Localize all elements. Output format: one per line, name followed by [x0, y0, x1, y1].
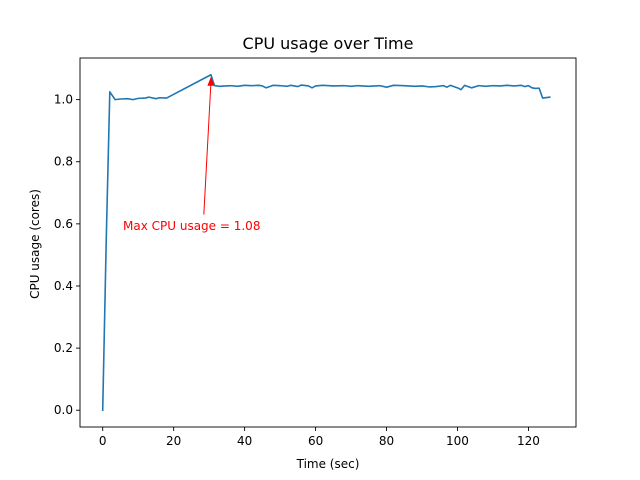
plot-area: 0 20 40 60 80 100 120 0.0 0.2 0.4 0.6 0.8 1.0: [54, 57, 577, 448]
y-tick-label: 0.4: [54, 279, 73, 293]
chart-title: CPU usage over Time: [243, 34, 414, 53]
x-tick-label: 80: [379, 434, 394, 448]
x-tick-label: 0: [99, 434, 107, 448]
series-line-0: [101, 73, 551, 412]
annotation-arrow-head: [207, 76, 215, 86]
y-tick-label: 0.6: [54, 217, 73, 231]
x-tick-label: 60: [308, 434, 323, 448]
x-tick-label: 40: [237, 434, 252, 448]
x-axis-label: Time (sec): [296, 457, 360, 471]
y-tick-label: 1.0: [54, 93, 73, 107]
y-tick-label: 0.8: [54, 155, 73, 169]
x-tick-label: 100: [446, 434, 469, 448]
annotation-arrow-shaft: [203, 82, 212, 215]
y-tick-label: 0.2: [54, 341, 73, 355]
axes-frame: [79, 57, 577, 428]
y-tick-label: 0.0: [54, 403, 73, 417]
y-axis-label: CPU usage (cores): [28, 189, 42, 299]
annotation-text: Max CPU usage = 1.08: [123, 219, 260, 233]
x-tick-label: 120: [517, 434, 540, 448]
x-tick-label: 20: [166, 434, 181, 448]
